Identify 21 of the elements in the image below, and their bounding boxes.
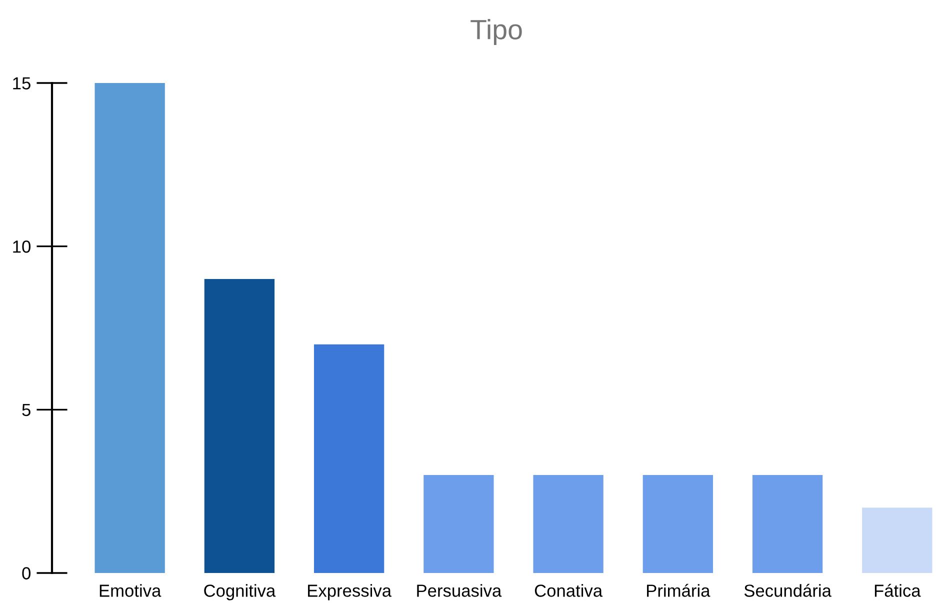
bar [94,83,165,573]
bar [752,475,823,573]
x-tick-label: Expressiva [308,584,392,600]
bar [204,279,275,573]
y-tick-label: 5 [22,404,30,416]
y-tick-label: 15 [13,77,30,90]
x-tick-label: Secundária [744,584,832,597]
chart-title: Tipo [470,19,522,45]
bar [642,475,713,573]
x-tick-label: Emotiva [100,584,162,597]
x-tick-label: Persuasiva [417,584,502,597]
bar [424,475,494,573]
bar [862,508,932,573]
y-tick-label: 10 [13,240,30,253]
x-tick-label: Cognitiva [204,584,276,600]
y-tick-label: 0 [22,567,30,580]
x-tick-label: Primária [647,584,710,597]
x-tick-label: Conativa [534,584,603,597]
bar [314,344,384,573]
bar [533,475,604,573]
x-tick-label: Fática [874,584,921,597]
